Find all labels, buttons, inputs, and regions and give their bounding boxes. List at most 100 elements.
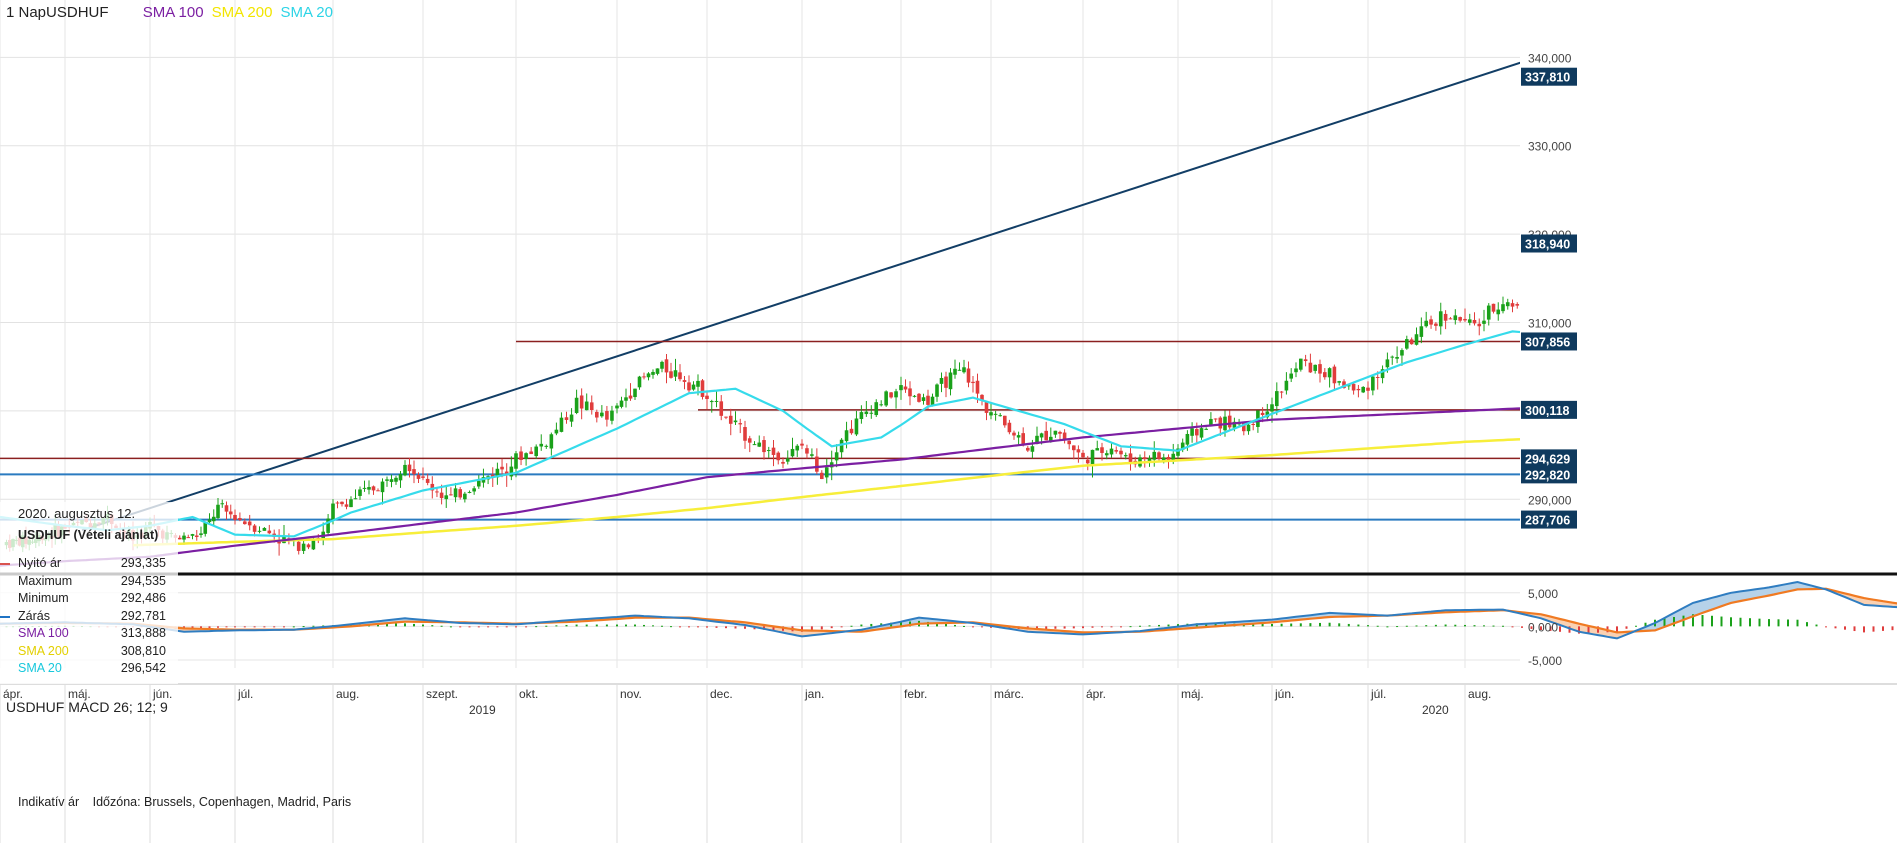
candle-body [971, 381, 975, 384]
candle-body [389, 479, 394, 482]
candle-body [1044, 430, 1048, 441]
macd-tick-label: 0,000 [1528, 620, 1558, 634]
sma100-legend[interactable]: SMA 100 [142, 4, 204, 21]
candle-body [544, 445, 549, 447]
candle-body [998, 415, 1002, 417]
macd-histogram-bar [1796, 619, 1799, 627]
macd-histogram-bar [1521, 626, 1523, 628]
chart-symbol[interactable]: USDHUF [46, 4, 109, 21]
candle-body [1242, 423, 1246, 432]
candle-body [1366, 387, 1370, 391]
macd-histogram-bar [1559, 626, 1561, 632]
candle-body [687, 382, 691, 391]
candle-body [211, 516, 216, 522]
candle-body [311, 539, 316, 550]
macd-histogram-bar [1158, 624, 1160, 627]
macd-histogram-bar [377, 623, 379, 627]
macd-signal-line [0, 587, 1897, 634]
macd-histogram-bar [217, 626, 219, 628]
candle-body [467, 491, 472, 493]
sma200-legend[interactable]: SMA 200 [211, 4, 273, 21]
macd-histogram-bar [1777, 619, 1780, 627]
macd-histogram-bar [1597, 626, 1599, 633]
candle-body [362, 487, 367, 489]
macd-tick-label: 5,000 [1528, 587, 1558, 601]
candle-body [805, 448, 809, 454]
price-tick-label: 290,000 [1528, 493, 1572, 507]
candle-body [605, 411, 609, 420]
candle-body [1067, 440, 1071, 445]
macd-histogram-bar [440, 625, 443, 627]
candle-body [879, 404, 883, 406]
month-label: aug. [336, 687, 359, 701]
candle-body [1438, 311, 1443, 327]
macd-histogram-bar [545, 625, 548, 627]
candle-body [781, 461, 785, 464]
macd-histogram-bar [422, 624, 424, 627]
candle-body [1284, 380, 1289, 391]
price-level-badge [1521, 332, 1577, 351]
candle-body [1486, 305, 1491, 320]
month-label: márc. [994, 687, 1024, 701]
macd-histogram-bar [1825, 626, 1827, 628]
macd-histogram-bar [810, 626, 813, 631]
macd-histogram-bar [801, 626, 803, 632]
candle-body [1251, 423, 1255, 425]
candle-body [1085, 459, 1090, 464]
sma20-legend[interactable]: SMA 20 [280, 4, 333, 21]
price-level-badge [1521, 465, 1577, 484]
candle-body [917, 393, 921, 402]
macd-histogram-bar [1261, 623, 1264, 627]
candle-body [453, 488, 458, 498]
footer-timezone: Időzóna: Brussels, Copenhagen, Madrid, P… [92, 795, 352, 809]
candle-body [1453, 315, 1458, 321]
macd-histogram-bar [634, 624, 636, 627]
macd-histogram-bar [1405, 625, 1408, 627]
macd-histogram-bar [945, 623, 947, 627]
macd-histogram-bar [555, 625, 558, 627]
candle-body [252, 525, 257, 532]
candle-body [962, 367, 966, 373]
candle-body [637, 376, 642, 388]
candle-body [435, 491, 439, 493]
macd-histogram-bar [535, 626, 538, 628]
candle-body [425, 478, 430, 483]
candle-body [216, 504, 220, 518]
macd-histogram-bar [595, 624, 598, 627]
candle-body [207, 519, 212, 523]
month-label: szept. [426, 687, 458, 701]
candle-body [186, 537, 191, 539]
candle-body [358, 489, 362, 496]
month-label: febr. [904, 687, 927, 701]
sma20-line [0, 175, 1897, 538]
info-row: SMA 20 296,542 [18, 661, 166, 678]
month-label: ápr. [1086, 687, 1106, 701]
candle-body [458, 489, 462, 498]
candle-body [1076, 449, 1081, 453]
candle-body [1152, 451, 1157, 460]
candle-body [539, 443, 544, 447]
macd-histogram-bar [1758, 618, 1761, 627]
macd-histogram-bar [1148, 625, 1151, 627]
candle-body [921, 397, 926, 402]
candle-body [930, 396, 935, 406]
info-row-marker [0, 615, 10, 618]
macd-histogram-bar [322, 625, 325, 627]
price-level-label: 287,706 [1525, 514, 1570, 528]
candle-body [651, 371, 655, 375]
info-row-label: Nyitó ár [18, 556, 62, 570]
macd-panel-label[interactable]: USDHUF MACD 26; 12; 9 [6, 699, 168, 715]
candle-body [1279, 391, 1284, 393]
info-row-label: SMA 200 [18, 643, 69, 658]
candle-body [705, 395, 709, 400]
macd-histogram-bar [200, 626, 202, 629]
macd-histogram-bar [575, 624, 578, 627]
macd-histogram-bar [652, 625, 654, 627]
candle-body [500, 466, 504, 470]
macd-histogram-bar [661, 625, 663, 627]
macd-histogram-bar [1692, 614, 1694, 627]
candle-body [1477, 323, 1482, 327]
macd-histogram-bar [585, 624, 588, 627]
chart-timeframe[interactable]: 1 Nap [6, 4, 47, 21]
